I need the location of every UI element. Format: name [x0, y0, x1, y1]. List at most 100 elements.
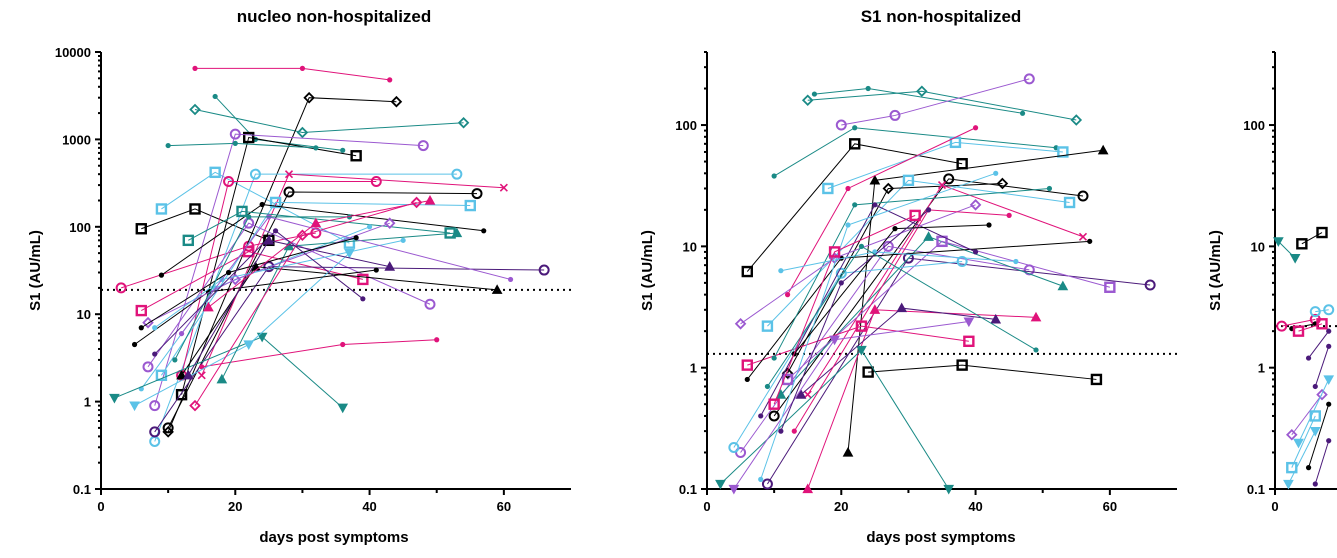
series-line [740, 204, 976, 325]
data-point [373, 267, 379, 273]
data-point [986, 222, 992, 228]
series-32 [764, 243, 1039, 390]
data-point [464, 199, 476, 212]
series-line [147, 222, 390, 324]
data-point [761, 320, 774, 332]
series-line [773, 214, 916, 405]
data-point [936, 235, 948, 248]
data-point [828, 246, 841, 258]
y-tick-label: 1000 [62, 132, 91, 147]
data-point [1292, 325, 1305, 337]
data-point [972, 125, 979, 131]
data-point [778, 268, 784, 274]
series-34 [152, 228, 366, 357]
data-point [963, 317, 975, 328]
series-33 [768, 209, 921, 410]
data-point [1046, 185, 1053, 192]
series-9 [149, 168, 463, 447]
series-29 [189, 196, 423, 412]
series-14 [775, 231, 1069, 399]
data-point [768, 398, 780, 410]
series-13 [1312, 438, 1332, 487]
series-2 [835, 73, 1035, 131]
series-7 [175, 131, 362, 401]
data-point [778, 428, 784, 434]
series-line [720, 349, 950, 490]
y-tick-label: 10 [683, 239, 697, 254]
data-point [1057, 146, 1069, 158]
data-point [400, 237, 406, 243]
data-point [1276, 320, 1288, 332]
series-line [1281, 318, 1316, 327]
data-point [882, 240, 894, 252]
series-1 [811, 85, 1026, 116]
series-0 [115, 227, 322, 294]
data-point [178, 330, 185, 337]
data-point [869, 304, 881, 314]
series-8 [149, 128, 429, 412]
data-point [1326, 438, 1332, 444]
series-line [154, 266, 545, 433]
chart-title: nucleo non-hospitalized [237, 7, 432, 26]
data-point [203, 301, 214, 312]
x-tick-label: 0 [97, 499, 104, 514]
data-point [972, 249, 979, 255]
data-point [956, 359, 968, 371]
data-point [802, 483, 814, 494]
data-point [916, 85, 928, 97]
data-point [1030, 311, 1042, 322]
series-11 [162, 186, 483, 434]
data-point [1273, 237, 1284, 247]
data-point [795, 389, 807, 399]
series-line [195, 67, 390, 81]
series-4 [192, 65, 393, 83]
series-29 [791, 222, 992, 357]
data-point [243, 245, 255, 258]
y-axis-label: S1 (AU/mL) [27, 230, 44, 311]
data-point [263, 261, 275, 273]
data-point [852, 125, 858, 131]
data-point [1033, 347, 1039, 353]
data-point [229, 128, 241, 140]
series-line [134, 252, 350, 407]
data-point [993, 170, 999, 176]
data-point [481, 228, 487, 234]
data-point [1305, 465, 1312, 471]
data-point [197, 371, 206, 380]
series-line [841, 78, 1030, 126]
x-tick-label: 0 [1271, 499, 1278, 514]
series-2 [155, 166, 356, 249]
data-point [1063, 196, 1076, 209]
data-point [1316, 388, 1328, 401]
series-4 [771, 125, 1059, 179]
data-point [1289, 254, 1301, 264]
series-8 [1286, 388, 1328, 441]
data-point [1070, 114, 1083, 126]
series-line [181, 180, 377, 376]
series-line [807, 90, 1077, 121]
data-point [1309, 410, 1321, 422]
y-tick-label: 1 [84, 395, 91, 410]
series-24 [129, 249, 355, 412]
data-point [303, 91, 315, 104]
series-line [167, 97, 397, 433]
series-line [154, 173, 457, 442]
series-line [181, 136, 357, 395]
y-tick-label: 100 [1243, 118, 1265, 133]
y-tick-label: 10 [1251, 239, 1265, 254]
data-point [340, 341, 346, 348]
data-point [410, 196, 423, 209]
data-point [829, 335, 840, 346]
y-tick-label: 100 [675, 118, 697, 133]
data-point [925, 207, 932, 213]
data-point [236, 205, 248, 218]
data-point [269, 196, 282, 209]
series-26 [734, 199, 982, 330]
data-point [889, 109, 901, 121]
data-point [852, 202, 858, 208]
series-22 [728, 256, 968, 453]
data-point [138, 325, 144, 331]
data-point [838, 280, 844, 286]
data-point [728, 441, 740, 453]
data-point [384, 261, 396, 271]
